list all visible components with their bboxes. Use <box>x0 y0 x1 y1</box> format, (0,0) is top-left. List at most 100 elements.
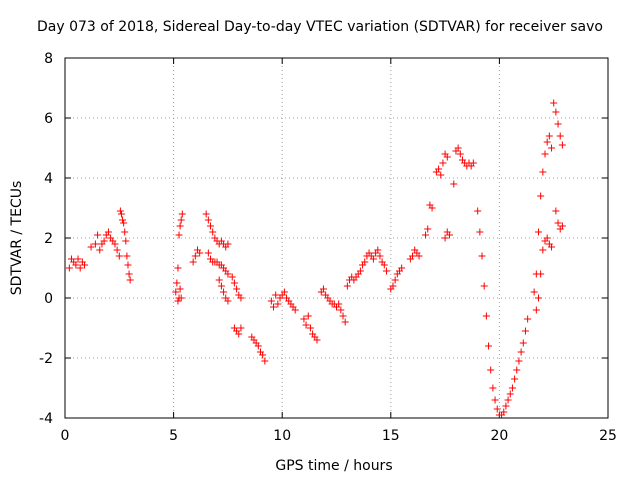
data-point <box>521 327 529 335</box>
data-point <box>382 267 390 275</box>
data-point <box>541 150 549 158</box>
data-point <box>220 288 228 296</box>
data-point <box>174 264 182 272</box>
data-point <box>409 252 417 260</box>
data-point <box>524 315 532 323</box>
data-point <box>519 339 527 347</box>
data-point <box>300 315 308 323</box>
data-point <box>224 240 232 248</box>
data-point <box>259 351 267 359</box>
data-point <box>272 291 280 299</box>
y-tick-label: 8 <box>44 51 53 67</box>
data-point <box>480 282 488 290</box>
data-point <box>335 300 343 308</box>
data-point <box>537 192 545 200</box>
data-point <box>176 222 184 230</box>
data-point <box>237 294 245 302</box>
data-point <box>121 228 129 236</box>
y-tick-label: -2 <box>39 351 53 367</box>
data-point <box>120 219 128 227</box>
y-tick-label: 6 <box>44 111 53 127</box>
data-point <box>177 294 185 302</box>
plot-frame <box>64 57 609 419</box>
data-point <box>174 297 182 305</box>
data-point <box>189 258 197 266</box>
data-point <box>113 246 121 254</box>
data-point <box>204 216 212 224</box>
data-point <box>504 396 512 404</box>
data-point <box>204 249 212 257</box>
data-point <box>319 285 327 293</box>
data-point <box>361 258 369 266</box>
y-tick-label: 4 <box>44 171 53 187</box>
data-point <box>111 240 119 248</box>
data-point <box>437 171 445 179</box>
data-point <box>415 252 423 260</box>
x-tick-label: 10 <box>273 428 291 444</box>
data-point <box>478 252 486 260</box>
data-point <box>554 219 562 227</box>
data-point <box>543 234 551 242</box>
data-point <box>235 330 243 338</box>
data-point <box>439 159 447 167</box>
y-tick-label: 2 <box>44 231 53 247</box>
data-point <box>72 261 80 269</box>
data-point <box>267 297 275 305</box>
data-point <box>476 228 484 236</box>
data-point <box>543 138 551 146</box>
data-point <box>173 279 181 287</box>
data-point <box>202 210 210 218</box>
data-point <box>172 288 180 296</box>
data-point <box>104 228 112 236</box>
data-point <box>552 207 560 215</box>
data-point <box>445 231 453 239</box>
data-point <box>122 237 130 245</box>
data-point <box>280 288 288 296</box>
data-point <box>369 255 377 263</box>
data-point <box>515 357 523 365</box>
data-point <box>209 228 217 236</box>
data-point <box>306 324 314 332</box>
data-point <box>398 264 406 272</box>
data-point <box>511 375 519 383</box>
data-point <box>502 402 510 410</box>
data-point <box>356 267 364 275</box>
x-axis-label: GPS time / hours <box>275 458 392 474</box>
data-point <box>456 150 464 158</box>
data-point <box>126 276 134 284</box>
data-point <box>224 270 232 278</box>
data-point <box>435 165 443 173</box>
data-point <box>554 120 562 128</box>
data-point <box>254 342 262 350</box>
data-point <box>124 261 132 269</box>
data-point <box>191 252 199 260</box>
data-point <box>474 207 482 215</box>
axis-ticks: 0 5 10 15 20 25 -4 -2 0 2 4 6 8 <box>39 51 617 444</box>
data-point <box>76 264 84 272</box>
data-point <box>217 282 225 290</box>
data-point <box>422 231 430 239</box>
data-point <box>450 180 458 188</box>
data-point <box>454 144 462 152</box>
data-point <box>469 159 477 167</box>
data-point <box>506 390 514 398</box>
data-point <box>389 282 397 290</box>
data-point <box>500 408 508 416</box>
data-point <box>176 285 184 293</box>
data-point <box>517 348 525 356</box>
data-point <box>482 312 490 320</box>
data-point <box>513 366 521 374</box>
data-points <box>65 99 566 419</box>
data-point <box>175 231 183 239</box>
data-point <box>302 321 310 329</box>
data-point <box>558 141 566 149</box>
data-point <box>94 231 102 239</box>
data-point <box>548 144 556 152</box>
data-point <box>123 252 131 260</box>
data-point <box>552 108 560 116</box>
data-point <box>380 261 388 269</box>
data-point <box>91 240 99 248</box>
data-point <box>125 270 133 278</box>
data-point <box>100 237 108 245</box>
